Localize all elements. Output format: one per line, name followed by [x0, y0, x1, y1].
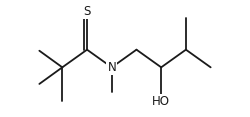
Text: HO: HO: [152, 95, 170, 108]
Text: N: N: [108, 61, 116, 74]
Text: S: S: [83, 5, 91, 18]
